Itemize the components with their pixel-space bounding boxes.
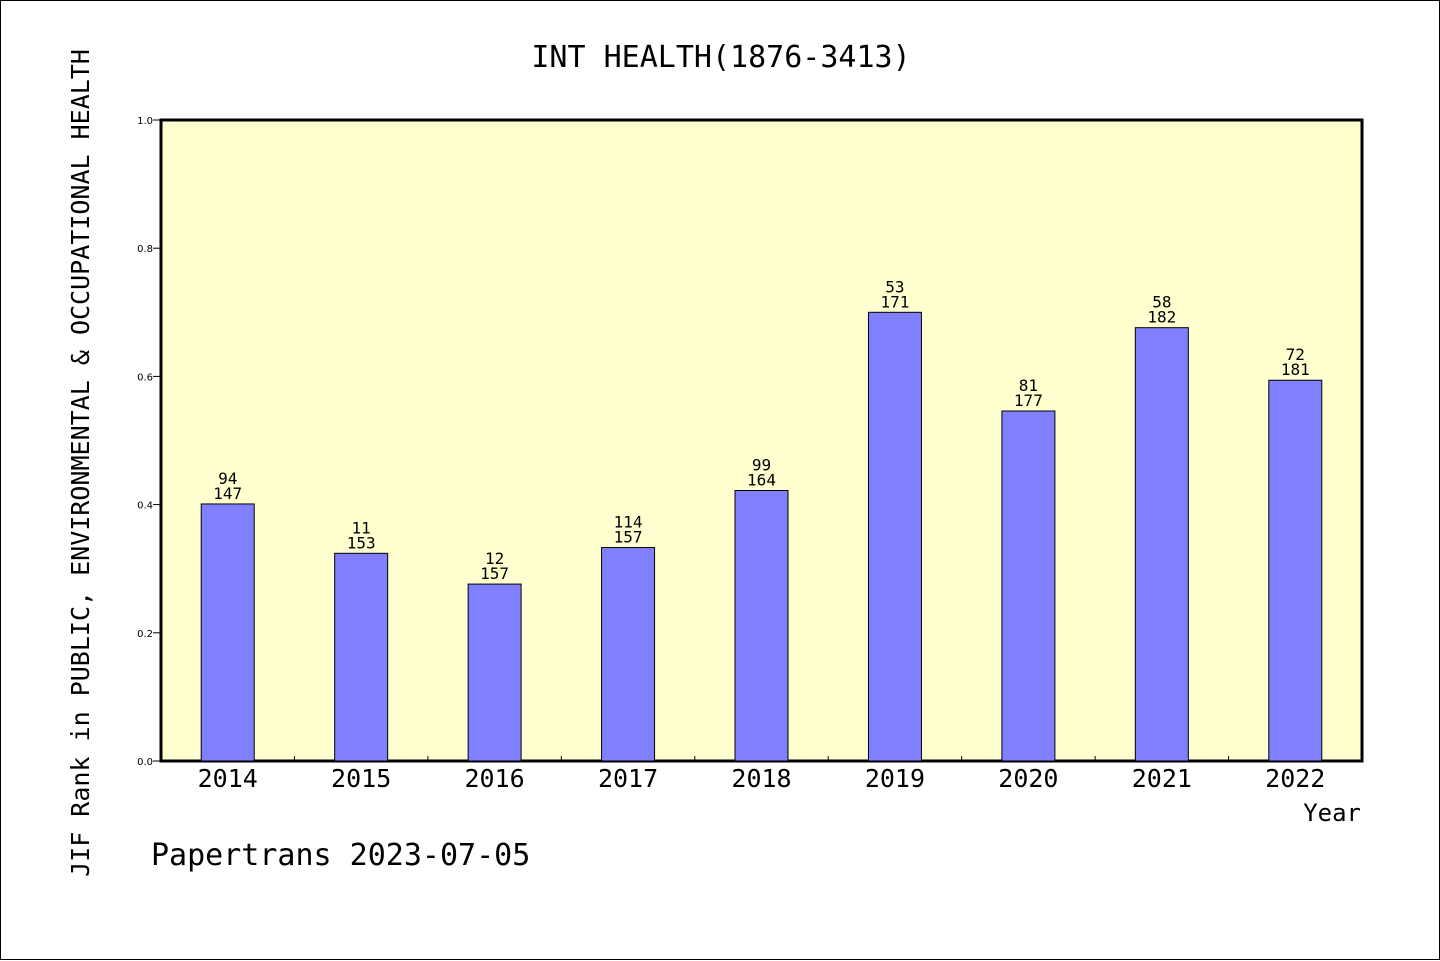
rank-label: 81 xyxy=(1019,376,1038,395)
x-tick-label: 2018 xyxy=(731,764,791,793)
total-label: 164 xyxy=(747,470,776,489)
x-axis: 2014 2015 2016 2017 2018 2019 2020 2021 2022 xyxy=(198,756,1325,793)
footer-credit: Papertrans 2023-07-05 xyxy=(151,838,530,873)
x-tick-label: 2019 xyxy=(865,764,925,793)
x-axis-label: Year xyxy=(1303,799,1361,827)
total-label: 171 xyxy=(880,292,909,311)
total-label: 157 xyxy=(614,528,643,547)
rank-label: 11 xyxy=(352,518,371,537)
total-label: 182 xyxy=(1147,308,1176,327)
bar-2018 xyxy=(734,489,789,762)
x-tick-label: 2022 xyxy=(1265,764,1325,793)
x-tick-label: 2015 xyxy=(331,764,391,793)
y-tick-label: 0.0 xyxy=(137,757,153,768)
bar-2015 xyxy=(334,552,389,762)
x-tick-label: 2021 xyxy=(1132,764,1192,793)
bar-2014 xyxy=(200,503,255,762)
total-label: 157 xyxy=(480,564,509,583)
y-tick-label: 0.6 xyxy=(137,372,153,383)
data-labels: 9414711153121571141579916453171811775818… xyxy=(213,277,1309,583)
rank-label: 114 xyxy=(614,513,643,532)
total-label: 153 xyxy=(347,533,376,552)
total-label: 147 xyxy=(213,484,242,503)
y-tick-label: 0.4 xyxy=(137,501,153,512)
x-tick-label: 2020 xyxy=(998,764,1058,793)
bar-2019 xyxy=(867,311,922,762)
total-label: 181 xyxy=(1281,360,1310,379)
y-tick-label: 1.0 xyxy=(137,116,153,127)
bar-2017 xyxy=(601,547,656,762)
rank-label: 53 xyxy=(885,277,904,296)
y-tick-label: 0.8 xyxy=(137,244,153,255)
chart-title: INT HEALTH(1876-3413) xyxy=(531,40,910,75)
rank-label: 99 xyxy=(752,455,771,474)
total-label: 177 xyxy=(1014,391,1043,410)
y-axis-label: JIF Rank in PUBLIC, ENVIRONMENTAL & OCCU… xyxy=(66,49,95,877)
x-tick-label: 2016 xyxy=(465,764,525,793)
x-tick-label: 2014 xyxy=(198,764,258,793)
bar-2021 xyxy=(1134,327,1189,762)
bar-2022 xyxy=(1268,379,1323,762)
rank-label: 12 xyxy=(485,549,504,568)
bar-2020 xyxy=(1001,410,1056,762)
bars xyxy=(200,311,1323,762)
bar-2016 xyxy=(467,583,522,762)
x-tick-label: 2017 xyxy=(598,764,658,793)
rank-label: 72 xyxy=(1286,345,1305,364)
y-tick-label: 0.2 xyxy=(137,629,153,640)
rank-label: 58 xyxy=(1152,293,1171,312)
rank-label: 94 xyxy=(218,469,237,488)
y-axis: 0.0 0.2 0.4 0.6 0.8 1.0 xyxy=(137,116,161,768)
